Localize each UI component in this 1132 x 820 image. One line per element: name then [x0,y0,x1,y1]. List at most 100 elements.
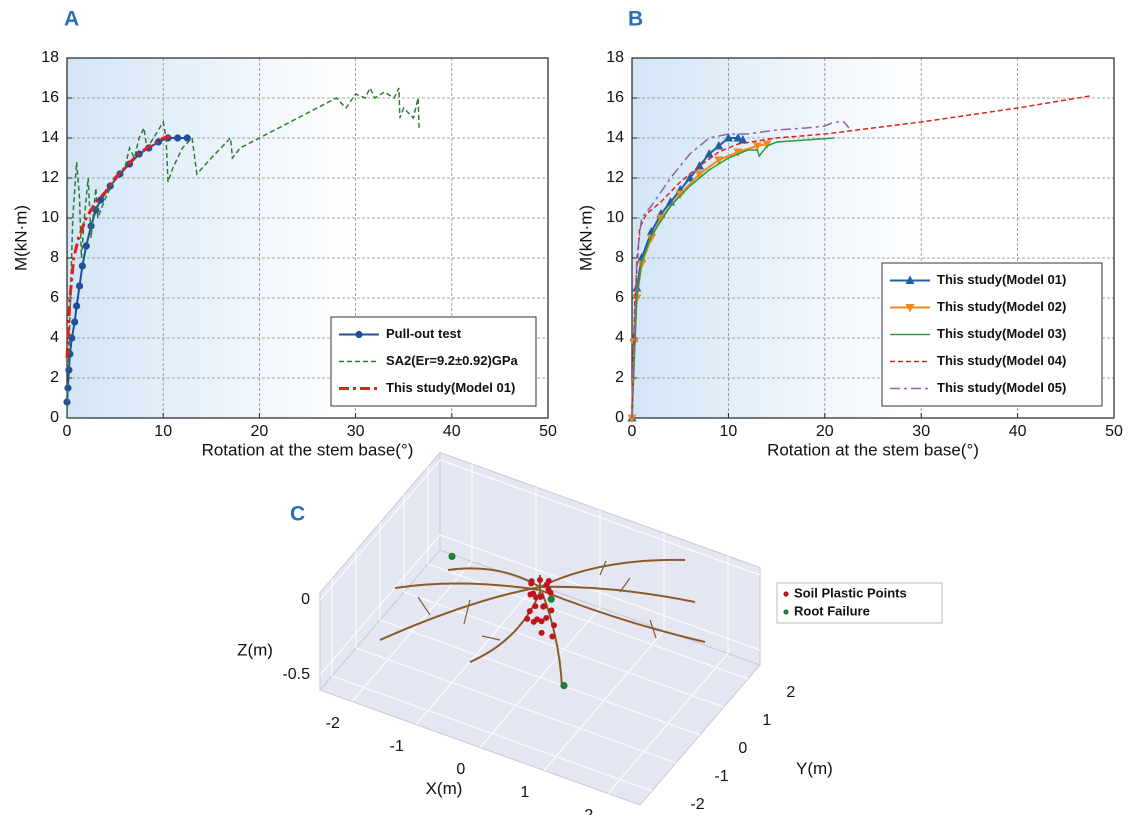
y-tick-label: 2 [50,369,59,386]
x-tick-label: 50 [539,423,557,440]
y-tick-label: 16 [606,89,624,106]
grid-line [379,619,701,736]
marker [733,148,743,157]
marker [694,170,704,179]
z-tick-label: -0.5 [282,666,310,683]
x-tick-label: 10 [154,423,172,440]
x-tick-label: 50 [1105,423,1123,440]
legend-label: This study(Model 03) [937,326,1066,341]
marker [73,302,81,310]
x-tick-label: 0 [456,761,465,778]
legend-label: This study(Model 01) [386,380,515,395]
marker [752,142,762,151]
marker [632,283,642,292]
series-line [631,137,835,419]
legend-label: This study(Model 02) [937,299,1066,314]
y-tick-label: 0 [615,409,624,426]
y-tick-label: 18 [606,49,624,66]
grid-line [319,534,441,676]
marker [738,135,748,144]
y-tick-label: 8 [615,249,624,266]
y-tick-label: 8 [50,249,59,266]
y-axis-label: Y(m) [796,759,833,778]
y-tick-label: 2 [786,684,795,701]
z-axis-label: Z(m) [237,641,273,660]
point [538,618,545,625]
legend-marker [905,304,915,313]
legend-marker [355,330,363,339]
y-tick-label: 16 [41,89,59,106]
grid-line [331,675,653,792]
x-axis-label: Rotation at the stem base(°) [767,440,979,459]
x-tick-label: 30 [912,423,930,440]
x-axis-label: X(m) [426,779,463,798]
point [533,594,539,601]
y-tick-label: -1 [714,768,728,785]
legend-label: This study(Model 05) [937,380,1066,395]
x-tick-label: 20 [251,423,269,440]
x-tick-label: 0 [628,423,637,440]
point [551,622,557,629]
panel-label: A [64,8,79,31]
x-tick-label: 10 [720,423,738,440]
legend-label: SA2(Er=9.2±0.92)GPa [386,353,519,368]
marker [64,384,72,392]
legend-label: This study(Model 04) [937,353,1066,368]
point [526,608,533,615]
point [532,603,539,610]
y-tick-label: 10 [606,209,624,226]
root-system [379,558,706,689]
marker [685,173,695,182]
z-tick-label: 0 [301,591,310,608]
y-tick-label: 10 [41,209,59,226]
plot-frame [66,57,549,419]
x-tick-label: 2 [584,807,593,815]
y-tick-label: 4 [50,329,59,346]
y-tick-label: 14 [41,129,59,146]
x-tick-label: -2 [326,715,340,732]
y-tick-label: 12 [606,169,624,186]
x-tick-label: 1 [520,784,529,801]
marker [183,134,191,142]
legend-label: This study(Model 01) [937,272,1066,287]
x-tick-label: 0 [63,423,72,440]
marker [723,133,733,142]
point [528,578,535,585]
marker [78,262,86,270]
marker [646,234,656,243]
marker [71,318,79,326]
grid-line [355,647,677,764]
point [538,629,545,636]
y-tick-label: 12 [41,169,59,186]
series-line [631,121,850,419]
point [543,581,550,588]
y-tick-label: 4 [615,329,624,346]
grid-line [439,459,761,576]
marker [63,398,71,406]
series-line [65,134,174,359]
point [527,591,534,598]
legend-label: Soil Plastic Points [794,585,907,600]
marker [75,282,84,290]
point [548,607,555,614]
y-tick-label: 6 [615,289,624,306]
marker [627,414,637,423]
grid-line [439,534,761,651]
panel-label: B [628,8,643,31]
grid-line [319,459,441,601]
legend-marker [783,609,789,615]
point [530,618,537,625]
y-tick-label: 0 [50,409,59,426]
grid-line [403,591,725,708]
point [524,615,531,622]
point [537,577,543,583]
x-tick-label: 40 [443,423,461,440]
legend-label: Root Failure [794,603,870,618]
y-tick-label: 14 [606,129,624,146]
point [549,633,556,640]
point [538,593,545,600]
marker [714,156,724,165]
y-tick-label: 1 [762,712,771,729]
x-tick-label: -1 [390,738,404,755]
